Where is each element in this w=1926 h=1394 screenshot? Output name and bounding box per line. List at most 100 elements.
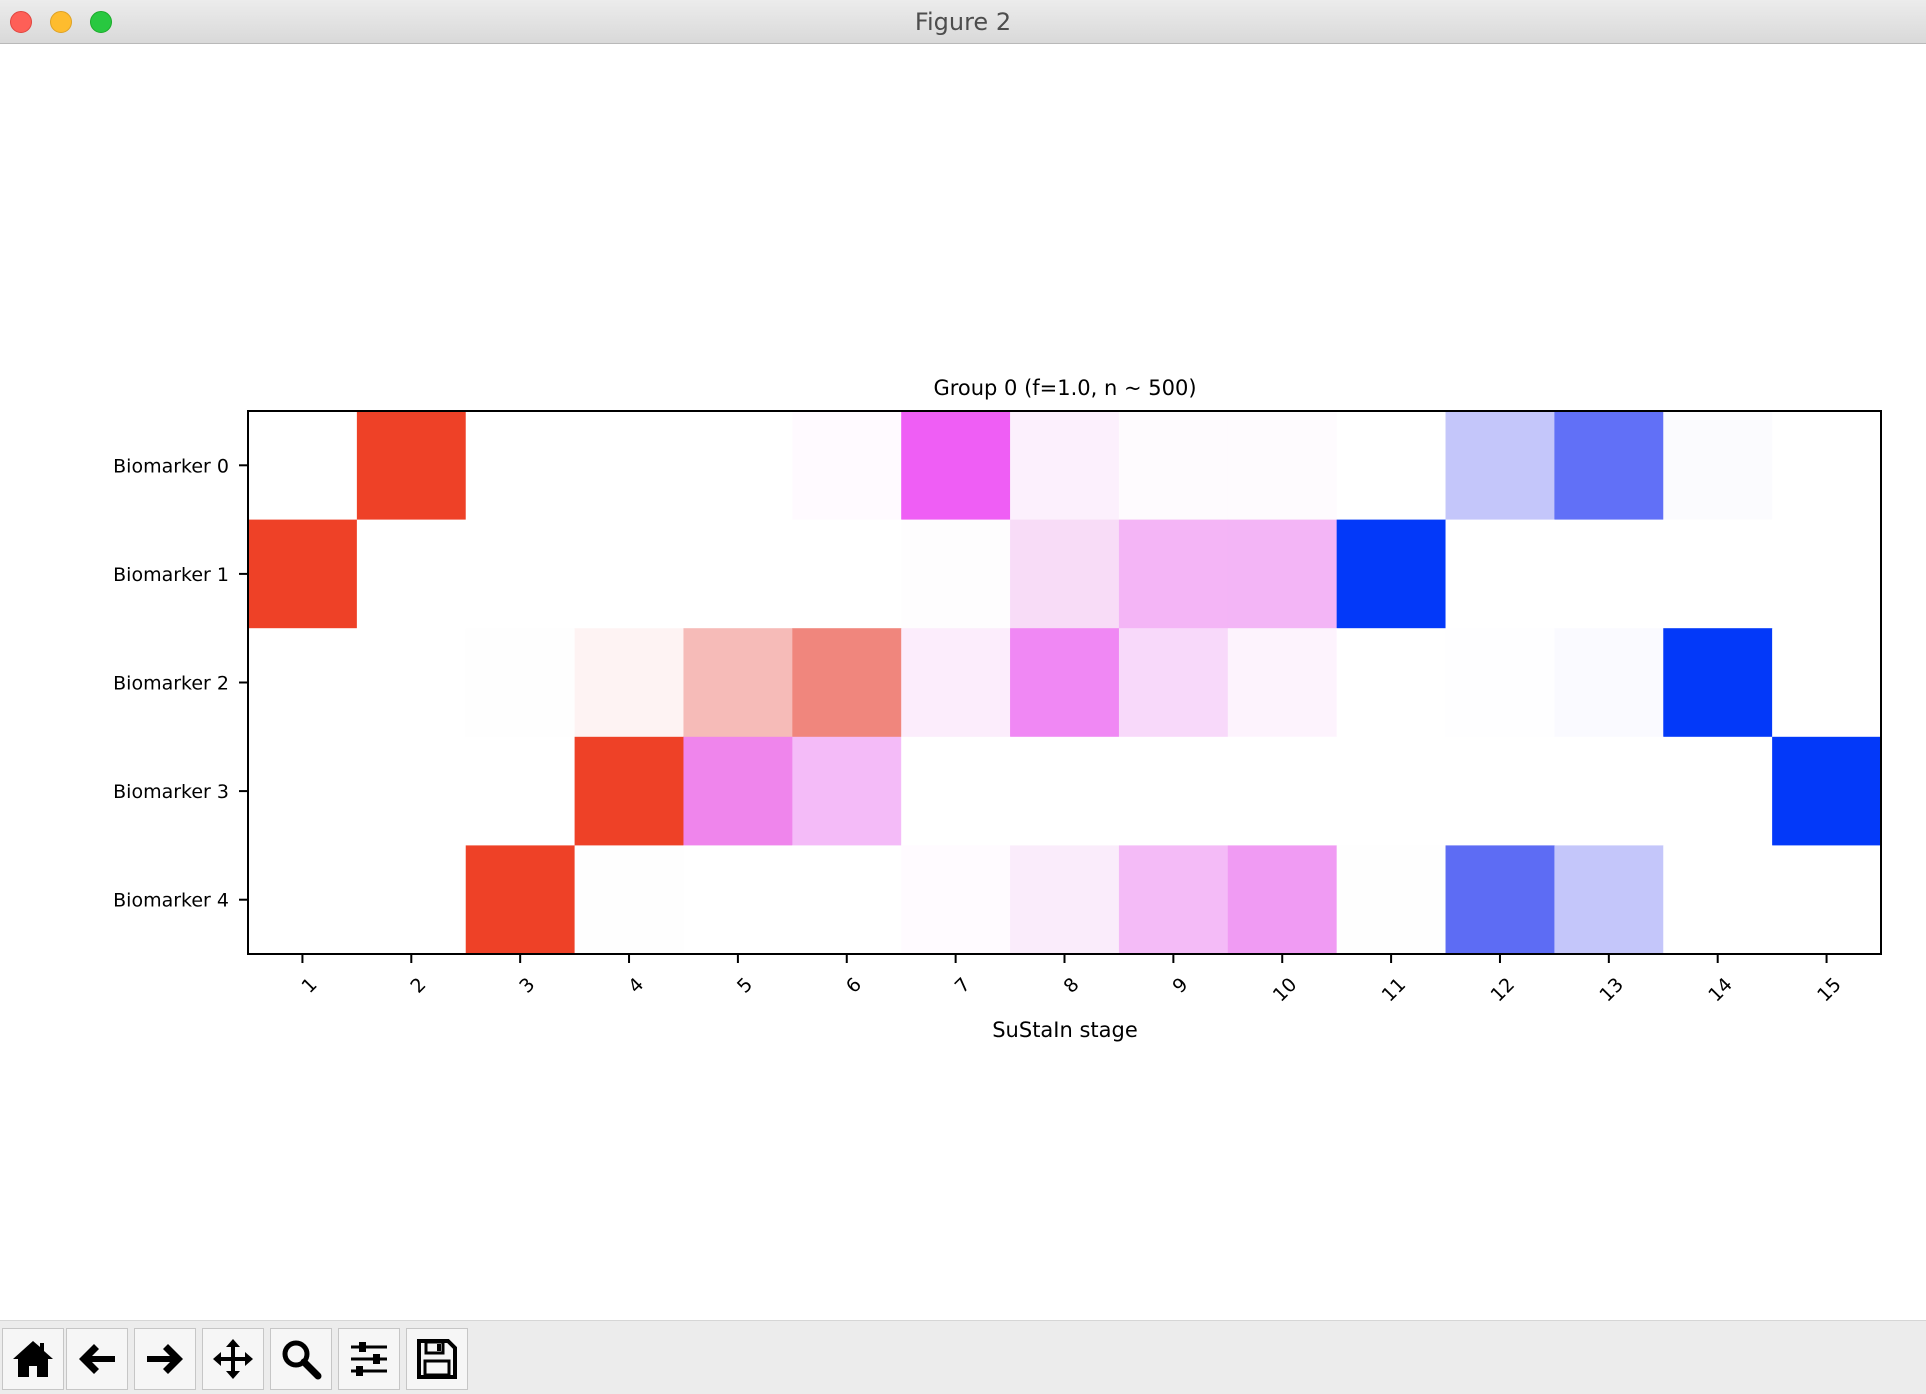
x-axis: 1 2 3 4 5 6 7 8 9 10 11 12 13 14 15 [297,954,1846,1007]
heatmap-cell [901,519,1011,629]
x-tick-label: 3 [515,974,539,998]
heatmap-cell [1554,411,1664,521]
back-button[interactable] [66,1328,128,1390]
heatmap-cell [1227,736,1338,846]
heatmap-cell [792,845,902,955]
heatmap-cell [901,628,1011,738]
y-tick-label: Biomarker 0 [113,455,229,477]
x-tick-label: 10 [1269,974,1302,1007]
heatmap-cell [1554,845,1664,955]
heatmap-cell [465,736,576,846]
x-tick-label: 11 [1378,974,1411,1007]
x-tick-label: 9 [1168,974,1192,998]
heatmap-cell [248,736,358,846]
heatmap-cell [1772,845,1882,955]
heatmap-cell [1118,845,1229,955]
x-tick-label: 8 [1060,974,1084,998]
y-tick-label: Biomarker 3 [113,781,229,803]
x-tick-label: 13 [1595,974,1628,1007]
move-icon [213,1339,253,1379]
heatmap-cell [248,519,358,629]
heatmap-cell [1663,736,1773,846]
heatmap-cell [1010,628,1120,738]
heatmap-cell [1010,411,1120,521]
heatmap-cell [1010,736,1120,846]
heatmap-cell [1772,628,1882,738]
figure-canvas: Group 0 (f=1.0, n ~ 500) Biomarker 0 Biom… [0,44,1926,1320]
heatmap-cell [465,845,576,955]
x-tick-label: 7 [951,974,975,998]
heatmap-cell [683,628,793,738]
heatmap-cell [1445,411,1555,521]
window-title: Figure 2 [914,8,1012,36]
heatmap-cell [248,845,358,955]
heatmap-cell [1554,736,1664,846]
heatmap-cells [248,411,1882,955]
heatmap-cell [1227,519,1338,629]
heatmap-cell [1445,628,1555,738]
heatmap-cell [574,519,684,629]
heatmap-cell [1772,519,1882,629]
minimize-window-button[interactable] [50,11,72,33]
heatmap-cell [1663,411,1773,521]
pan-button[interactable] [202,1328,264,1390]
heatmap-cell [1445,736,1555,846]
heatmap-cell [465,411,576,521]
forward-button[interactable] [134,1328,196,1390]
arrow-left-icon [79,1344,115,1374]
heatmap-chart: Group 0 (f=1.0, n ~ 500) Biomarker 0Biom… [113,376,1882,1042]
heatmap-cell [248,628,358,738]
heatmap-cell [792,736,902,846]
heatmap-cell [901,845,1011,955]
x-axis-label: SuStaIn stage [992,1018,1138,1042]
heatmap-cell [1336,411,1447,521]
heatmap-cell [574,411,684,521]
close-window-button[interactable] [10,11,32,33]
heatmap-cell [901,736,1011,846]
heatmap-cell [356,845,467,955]
y-tick-label: Biomarker 1 [113,564,229,586]
x-tick-label: 5 [733,974,757,998]
heatmap-cell [1227,845,1338,955]
heatmap-cell [465,519,576,629]
y-axis: Biomarker 0 Biomarker 1 Biomarker 2 Biomark… [113,455,248,912]
heatmap-cell [1118,736,1229,846]
heatmap-cell [1663,845,1773,955]
floppy-disk-icon [417,1339,457,1379]
heatmap-cell [1227,411,1338,521]
heatmap-cell [356,628,467,738]
x-tick-label: 12 [1486,974,1519,1007]
heatmap-cell [683,519,793,629]
heatmap-cell [1336,628,1447,738]
heatmap-cell [1663,519,1773,629]
heatmap-cell [683,845,793,955]
chart-title: Group 0 (f=1.0, n ~ 500) [933,376,1196,400]
heatmap-cell [1010,519,1120,629]
save-button[interactable] [406,1328,468,1390]
heatmap-cell [1118,411,1229,521]
heatmap-cell [1336,736,1447,846]
heatmap-cell [1010,845,1120,955]
configure-subplots-button[interactable] [338,1328,400,1390]
heatmap-cell [792,519,902,629]
heatmap-cell [248,411,358,521]
zoom-button[interactable] [270,1328,332,1390]
home-icon [13,1341,53,1377]
x-tick-label: 6 [842,974,866,998]
y-tick-label: Biomarker 2 [113,673,229,695]
arrow-right-icon [147,1344,183,1374]
heatmap-cell [1663,628,1773,738]
x-tick-label: 1 [297,974,321,998]
heatmap-cell [574,845,684,955]
heatmap-cell [1772,736,1882,846]
heatmap-cell [574,736,684,846]
navigation-toolbar [0,1320,1926,1394]
x-tick-label: 15 [1813,974,1846,1007]
heatmap-cell [574,628,684,738]
heatmap-cell [1772,411,1882,521]
heatmap-cell [465,628,576,738]
maximize-window-button[interactable] [90,11,112,33]
heatmap-cell [356,736,467,846]
home-button[interactable] [2,1328,64,1390]
heatmap-cell [1445,519,1555,629]
